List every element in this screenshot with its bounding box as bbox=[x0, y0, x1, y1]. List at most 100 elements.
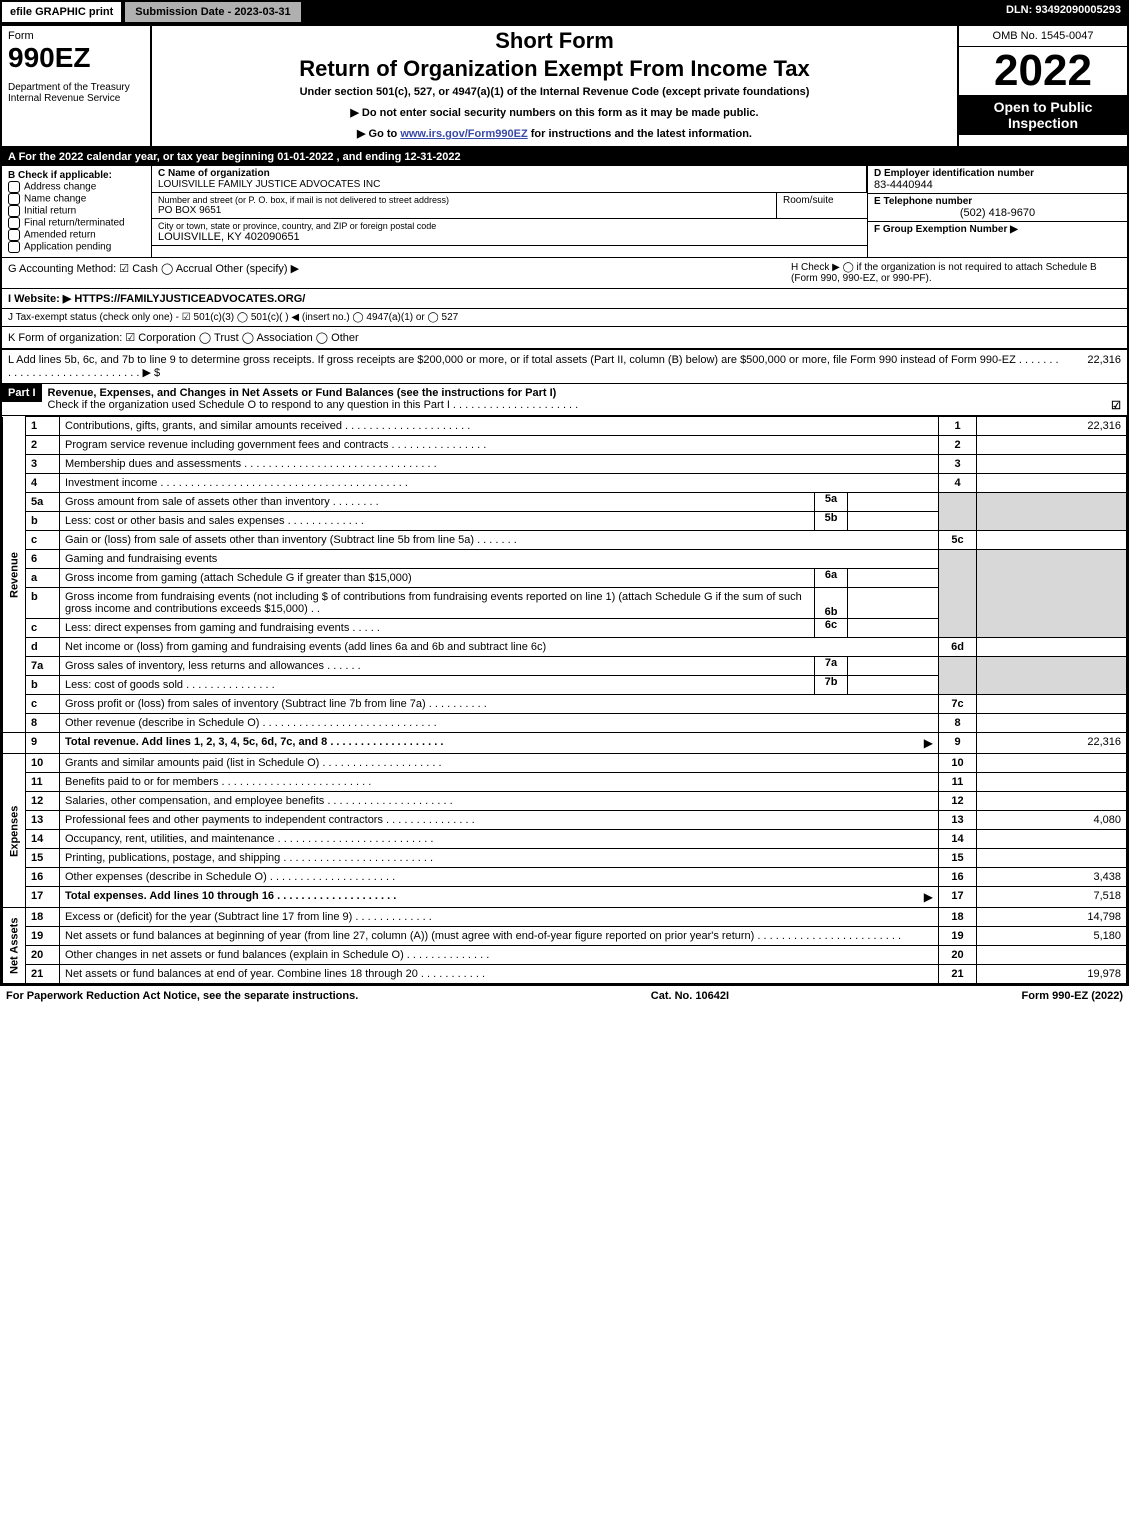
form-number: 990EZ bbox=[8, 42, 144, 74]
b-title: B Check if applicable: bbox=[8, 170, 145, 181]
section-def: D Employer identification number 83-4440… bbox=[867, 166, 1127, 257]
expenses-section-label: Expenses bbox=[3, 754, 26, 908]
line-a: A For the 2022 calendar year, or tax yea… bbox=[2, 148, 1127, 166]
b-opt-0-label: Address change bbox=[24, 182, 96, 193]
section-c: C Name of organization LOUISVILLE FAMILY… bbox=[152, 166, 867, 257]
line-2-text: Program service revenue including govern… bbox=[60, 436, 939, 455]
b-opt-0[interactable]: Address change bbox=[8, 181, 145, 193]
c-label: C Name of organization bbox=[158, 168, 860, 179]
revenue-section-label: Revenue bbox=[3, 417, 26, 733]
bullet-1: ▶ Do not enter social security numbers o… bbox=[158, 106, 951, 119]
line-7a-text: Gross sales of inventory, less returns a… bbox=[60, 657, 814, 675]
line-10-text: Grants and similar amounts paid (list in… bbox=[60, 754, 939, 773]
tax-year: 2022 bbox=[959, 47, 1127, 95]
b-opt-2[interactable]: Initial return bbox=[8, 205, 145, 217]
line-l-text: L Add lines 5b, 6c, and 7b to line 9 to … bbox=[8, 354, 1061, 379]
line-18-text: Excess or (deficit) for the year (Subtra… bbox=[60, 908, 939, 927]
phone-value: (502) 418-9670 bbox=[874, 207, 1121, 219]
b-opt-5[interactable]: Application pending bbox=[8, 241, 145, 253]
section-b: B Check if applicable: Address change Na… bbox=[2, 166, 152, 257]
line-1-value: 22,316 bbox=[977, 417, 1127, 436]
bullet-2: ▶ Go to www.irs.gov/Form990EZ for instru… bbox=[158, 127, 951, 140]
line-13-value: 4,080 bbox=[977, 811, 1127, 830]
line-12-text: Salaries, other compensation, and employ… bbox=[60, 792, 939, 811]
line-1-text: Contributions, gifts, grants, and simila… bbox=[60, 417, 939, 436]
line-21-text: Net assets or fund balances at end of ye… bbox=[60, 965, 939, 984]
line-17-value: 7,518 bbox=[977, 887, 1127, 908]
form-header: Form 990EZ Department of the Treasury In… bbox=[2, 26, 1127, 148]
header-mid: Short Form Return of Organization Exempt… bbox=[152, 26, 957, 146]
line-6a-text: Gross income from gaming (attach Schedul… bbox=[60, 569, 814, 587]
department-label: Department of the Treasury Internal Reve… bbox=[8, 82, 144, 104]
line-l-value: 22,316 bbox=[1061, 354, 1121, 379]
line-9-value: 22,316 bbox=[977, 733, 1127, 754]
b-opt-4-label: Amended return bbox=[24, 230, 96, 241]
b-opt-3-label: Final return/terminated bbox=[24, 218, 125, 229]
e-label: E Telephone number bbox=[874, 196, 1121, 207]
line-8-text: Other revenue (describe in Schedule O) .… bbox=[60, 714, 939, 733]
line-g: G Accounting Method: ☑ Cash ◯ Accrual Ot… bbox=[8, 262, 791, 284]
part-i-table: Revenue 1Contributions, gifts, grants, a… bbox=[2, 416, 1127, 984]
page-footer: For Paperwork Reduction Act Notice, see … bbox=[0, 986, 1129, 1006]
part-i-bar: Part I bbox=[2, 384, 42, 402]
form-container: Form 990EZ Department of the Treasury In… bbox=[0, 24, 1129, 986]
ein-value: 83-4440944 bbox=[874, 179, 1121, 191]
room-label: Room/suite bbox=[777, 193, 867, 218]
part-i-check-text: Check if the organization used Schedule … bbox=[48, 399, 579, 411]
efile-label: efile GRAPHIC print bbox=[0, 0, 123, 24]
header-left: Form 990EZ Department of the Treasury In… bbox=[2, 26, 152, 146]
d-label: D Employer identification number bbox=[874, 168, 1121, 179]
line-6-text: Gaming and fundraising events bbox=[60, 550, 939, 569]
part-i-title-text: Revenue, Expenses, and Changes in Net As… bbox=[48, 387, 557, 399]
line-h: H Check ▶ ◯ if the organization is not r… bbox=[791, 262, 1121, 284]
line-3-text: Membership dues and assessments . . . . … bbox=[60, 455, 939, 474]
footer-mid: Cat. No. 10642I bbox=[651, 990, 729, 1002]
bullet-2-pre: ▶ Go to bbox=[357, 128, 400, 140]
line-6c-text: Less: direct expenses from gaming and fu… bbox=[60, 619, 814, 637]
line-14-text: Occupancy, rent, utilities, and maintena… bbox=[60, 830, 939, 849]
dln-label: DLN: 93492090005293 bbox=[998, 0, 1129, 24]
line-17-text: Total expenses. Add lines 10 through 16 … bbox=[60, 887, 939, 908]
form-subtitle: Under section 501(c), 527, or 4947(a)(1)… bbox=[158, 86, 951, 98]
netassets-section-label: Net Assets bbox=[3, 908, 26, 984]
irs-link[interactable]: www.irs.gov/Form990EZ bbox=[400, 128, 527, 140]
line-j: J Tax-exempt status (check only one) - ☑… bbox=[2, 309, 1127, 327]
line-i: I Website: ▶ HTTPS://FAMILYJUSTICEADVOCA… bbox=[2, 289, 1127, 309]
f-label: F Group Exemption Number ▶ bbox=[874, 224, 1121, 235]
top-bar: efile GRAPHIC print Submission Date - 20… bbox=[0, 0, 1129, 24]
city-value: LOUISVILLE, KY 402090651 bbox=[158, 231, 861, 243]
bullet-2-post: for instructions and the latest informat… bbox=[528, 128, 752, 140]
form-title: Return of Organization Exempt From Incom… bbox=[158, 56, 951, 82]
line-13-text: Professional fees and other payments to … bbox=[60, 811, 939, 830]
submission-date: Submission Date - 2023-03-31 bbox=[123, 0, 302, 24]
line-18-value: 14,798 bbox=[977, 908, 1127, 927]
line-l: L Add lines 5b, 6c, and 7b to line 9 to … bbox=[2, 350, 1127, 384]
line-5a-text: Gross amount from sale of assets other t… bbox=[60, 493, 814, 511]
b-opt-2-label: Initial return bbox=[24, 206, 76, 217]
part-i-title: Revenue, Expenses, and Changes in Net As… bbox=[42, 384, 1127, 415]
b-opt-1-label: Name change bbox=[24, 194, 86, 205]
b-opt-5-label: Application pending bbox=[24, 242, 111, 253]
line-9-text: Total revenue. Add lines 1, 2, 3, 4, 5c,… bbox=[60, 733, 939, 754]
line-6b-text: Gross income from fundraising events (no… bbox=[60, 588, 814, 618]
short-form-title: Short Form bbox=[158, 28, 951, 54]
footer-right: Form 990-EZ (2022) bbox=[1022, 990, 1123, 1002]
line-6d-text: Net income or (loss) from gaming and fun… bbox=[60, 638, 939, 657]
footer-left: For Paperwork Reduction Act Notice, see … bbox=[6, 990, 358, 1002]
b-opt-1[interactable]: Name change bbox=[8, 193, 145, 205]
street-address: PO BOX 9651 bbox=[158, 205, 770, 216]
b-opt-4[interactable]: Amended return bbox=[8, 229, 145, 241]
line-k: K Form of organization: ☑ Corporation ◯ … bbox=[2, 327, 1127, 350]
line-15-text: Printing, publications, postage, and shi… bbox=[60, 849, 939, 868]
org-name: LOUISVILLE FAMILY JUSTICE ADVOCATES INC bbox=[158, 179, 860, 190]
inspection-label: Open to Public Inspection bbox=[959, 95, 1127, 135]
line-5c-text: Gain or (loss) from sale of assets other… bbox=[60, 531, 939, 550]
city-label: City or town, state or province, country… bbox=[158, 221, 861, 231]
line-16-text: Other expenses (describe in Schedule O) … bbox=[60, 868, 939, 887]
part-i-checkbox[interactable]: ☑ bbox=[1111, 399, 1121, 412]
line-7b-text: Less: cost of goods sold . . . . . . . .… bbox=[60, 676, 814, 694]
form-word: Form bbox=[8, 30, 144, 42]
b-opt-3[interactable]: Final return/terminated bbox=[8, 217, 145, 229]
header-right: OMB No. 1545-0047 2022 Open to Public In… bbox=[957, 26, 1127, 146]
line-7c-text: Gross profit or (loss) from sales of inv… bbox=[60, 695, 939, 714]
